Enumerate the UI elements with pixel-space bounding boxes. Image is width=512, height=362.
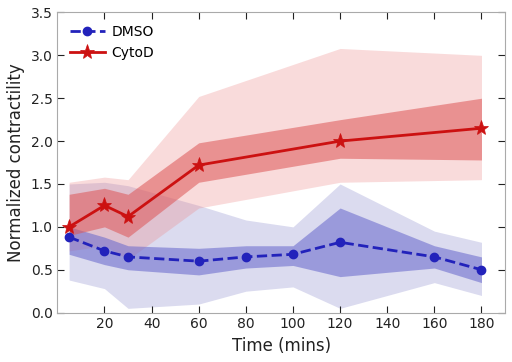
DMSO <box>478 268 484 272</box>
DMSO <box>290 252 296 257</box>
DMSO <box>101 249 108 253</box>
CytoD <box>337 139 343 143</box>
CytoD <box>196 163 202 167</box>
Y-axis label: Normalized contractility: Normalized contractility <box>7 63 25 262</box>
CytoD <box>478 126 484 130</box>
DMSO <box>337 240 343 244</box>
CytoD <box>125 214 131 219</box>
DMSO <box>431 255 437 259</box>
DMSO <box>196 259 202 263</box>
DMSO <box>66 235 72 239</box>
Legend: DMSO, CytoD: DMSO, CytoD <box>65 20 160 66</box>
Line: CytoD: CytoD <box>61 121 489 235</box>
DMSO <box>243 255 249 259</box>
X-axis label: Time (mins): Time (mins) <box>231 337 331 355</box>
Line: DMSO: DMSO <box>65 233 486 274</box>
DMSO <box>125 255 131 259</box>
CytoD <box>101 203 108 207</box>
CytoD <box>66 225 72 229</box>
